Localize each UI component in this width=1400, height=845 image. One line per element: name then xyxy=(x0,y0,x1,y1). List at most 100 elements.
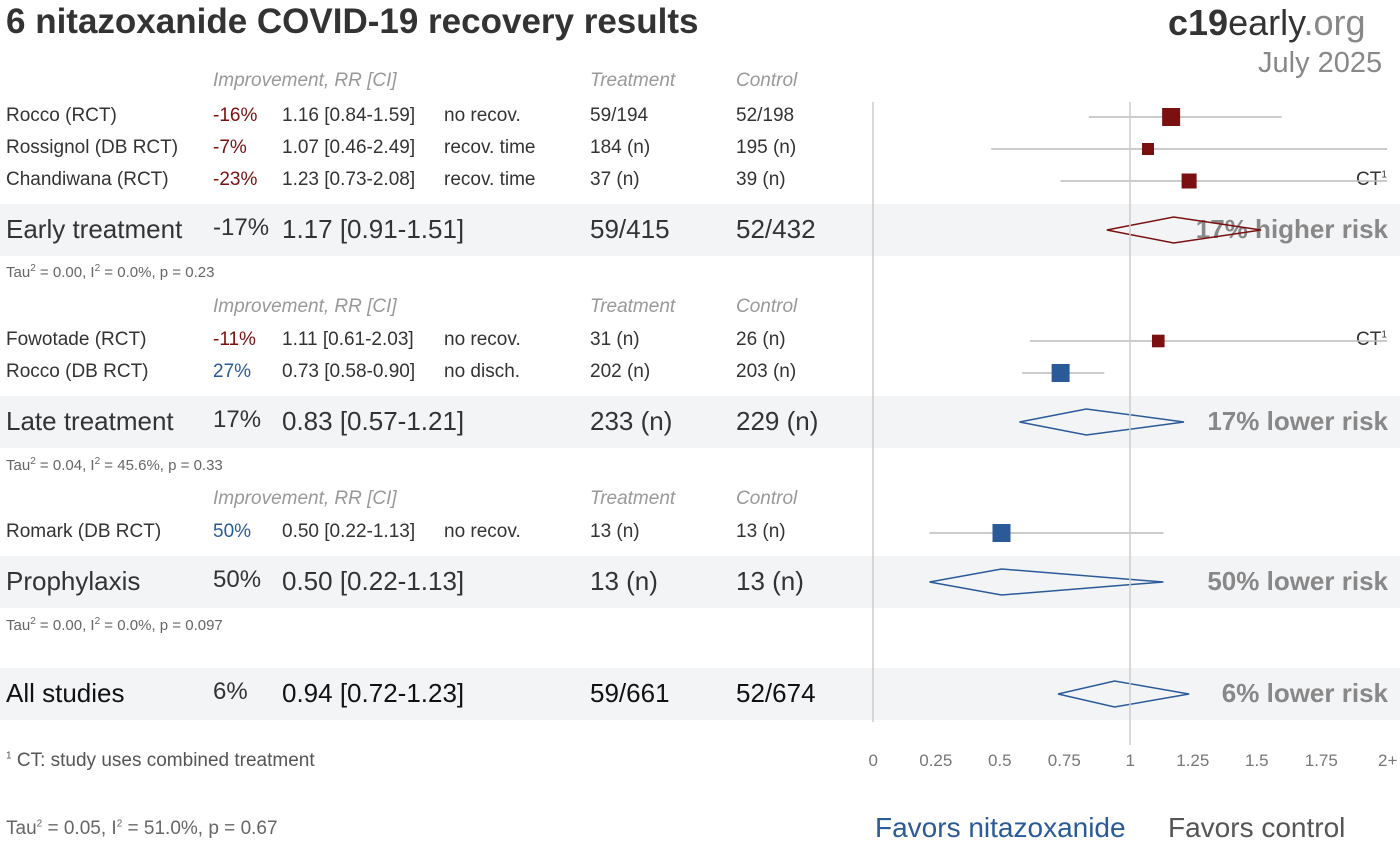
group-treatment: 233 (n) xyxy=(590,406,673,436)
study-control: 52/198 xyxy=(736,105,795,126)
study-rr: 1.16 [0.84-1.59] xyxy=(282,105,416,126)
summary-band xyxy=(0,396,1400,448)
group-risk-label: 17% higher risk xyxy=(1195,214,1388,244)
study-outcome: recov. time xyxy=(444,137,536,158)
study-control: 203 (n) xyxy=(736,361,797,382)
overall-tau2: 0.05 xyxy=(63,818,101,839)
study-improvement: 27% xyxy=(213,361,252,382)
study-control: 39 (n) xyxy=(736,169,786,190)
overall-rr: 0.94 [0.72-1.23] xyxy=(282,678,465,708)
study-outcome: no recov. xyxy=(444,329,521,350)
group-control: 13 (n) xyxy=(736,566,804,596)
overall-diamond xyxy=(1057,680,1190,708)
study-rr: 1.23 [0.73-2.08] xyxy=(282,169,416,190)
overall-heterogeneity: Tau2 = 0.05, I2 = 51.0%, p = 0.67 xyxy=(6,818,278,839)
study-name: Romark (DB RCT) xyxy=(6,521,162,542)
ct-marker: CT1 xyxy=(1356,329,1387,351)
group-risk-label: 17% lower risk xyxy=(1207,406,1388,436)
column-header-improvement: Improvement, RR [CI] xyxy=(213,488,397,509)
brand-mid: early xyxy=(1228,2,1304,43)
study-improvement: -16% xyxy=(213,105,258,126)
ct-label: CT xyxy=(1356,169,1382,190)
overall-control: 52/674 xyxy=(736,678,816,708)
ct-sup: 1 xyxy=(1381,169,1387,181)
group-heterogeneity: Tau2 = 0.00, I2 = 0.0%, p = 0.097 xyxy=(6,616,223,634)
page-title: 6 nitazoxanide COVID-19 recovery results xyxy=(6,2,699,41)
study-treatment: 202 (n) xyxy=(590,361,651,382)
brand-org: .org xyxy=(1303,2,1366,43)
study-treatment: 184 (n) xyxy=(590,137,651,158)
study-improvement: -11% xyxy=(213,329,256,350)
overall-name: All studies xyxy=(6,678,125,708)
summary-diamond xyxy=(1019,408,1185,436)
study-marker xyxy=(992,524,1011,542)
group-control: 52/432 xyxy=(736,214,816,244)
study-name: Rocco (DB RCT) xyxy=(6,361,149,382)
overall-p: 0.67 xyxy=(240,818,278,839)
group-name: Early treatment xyxy=(6,214,183,244)
study-name: Rocco (RCT) xyxy=(6,105,117,126)
summary-diamond xyxy=(1106,216,1262,244)
overall-i2: 51.0% xyxy=(143,818,198,839)
tau2-value: 0.00 xyxy=(52,617,83,634)
study-improvement: 50% xyxy=(213,521,252,542)
overall-improvement: 6% xyxy=(213,678,248,705)
report-date: July 2025 xyxy=(1258,47,1383,79)
group-risk-label: 50% lower risk xyxy=(1207,566,1388,596)
column-header-treatment: Treatment xyxy=(590,296,676,317)
x-tick-label: 1.25 xyxy=(1176,751,1210,770)
group-improvement: 17% xyxy=(213,406,262,433)
study-treatment: 31 (n) xyxy=(590,329,640,350)
study-rr: 0.73 [0.58-0.90] xyxy=(282,361,416,382)
study-improvement: -7% xyxy=(213,137,247,158)
group-control: 229 (n) xyxy=(736,406,819,436)
group-improvement: 50% xyxy=(213,566,262,593)
column-header-treatment: Treatment xyxy=(590,488,676,509)
study-outcome: no recov. xyxy=(444,105,521,126)
footnote-mark: 1 xyxy=(6,750,12,762)
brand-bold: c19 xyxy=(1168,2,1229,43)
ct-sup: 1 xyxy=(1381,329,1387,341)
group-improvement: -17% xyxy=(213,214,270,241)
group-heterogeneity: Tau2 = 0.04, I2 = 45.6%, p = 0.33 xyxy=(6,456,223,474)
i2-value: 45.6% xyxy=(117,457,160,474)
study-outcome: no disch. xyxy=(444,361,521,382)
x-tick-label: 0.75 xyxy=(1047,751,1081,770)
summary-diamond xyxy=(929,568,1164,596)
study-marker xyxy=(1162,108,1181,126)
study-name: Chandiwana (RCT) xyxy=(6,169,169,190)
column-header-control: Control xyxy=(736,70,798,91)
tau2-value: 0.04 xyxy=(52,457,83,474)
x-tick-label: 0 xyxy=(868,751,878,770)
study-control: 26 (n) xyxy=(736,329,786,350)
column-header-control: Control xyxy=(736,488,798,509)
brand-logo[interactable]: c19early.org xyxy=(1168,2,1365,44)
group-heterogeneity: Tau2 = 0.00, I2 = 0.0%, p = 0.23 xyxy=(6,263,215,281)
group-name: Late treatment xyxy=(6,406,174,436)
x-tick-label: 1.75 xyxy=(1304,751,1338,770)
x-tick-label: 1 xyxy=(1125,751,1135,770)
study-name: Rossignol (DB RCT) xyxy=(6,137,179,158)
study-control: 195 (n) xyxy=(736,137,797,158)
study-improvement: -23% xyxy=(213,169,258,190)
footnote-text: CT: study uses combined treatment xyxy=(16,750,315,771)
study-marker xyxy=(1051,364,1070,382)
study-treatment: 13 (n) xyxy=(590,521,640,542)
study-marker xyxy=(1181,173,1197,189)
study-name: Fowotade (RCT) xyxy=(6,329,147,350)
study-control: 13 (n) xyxy=(736,521,786,542)
column-header-control: Control xyxy=(736,296,798,317)
group-treatment: 59/415 xyxy=(590,214,670,244)
ct-marker: CT1 xyxy=(1356,169,1387,191)
study-rr: 0.50 [0.22-1.13] xyxy=(282,521,416,542)
tau2-value: 0.00 xyxy=(52,264,83,281)
study-treatment: 37 (n) xyxy=(590,169,640,190)
study-outcome: recov. time xyxy=(444,169,536,190)
x-tick-label: 0.5 xyxy=(988,751,1012,770)
i2-value: 0.0% xyxy=(117,264,152,281)
footnote: 1 CT: study uses combined treatment xyxy=(6,750,315,772)
p-value: 0.097 xyxy=(185,617,223,634)
x-tick-label: 1.5 xyxy=(1245,751,1269,770)
group-treatment: 13 (n) xyxy=(590,566,658,596)
